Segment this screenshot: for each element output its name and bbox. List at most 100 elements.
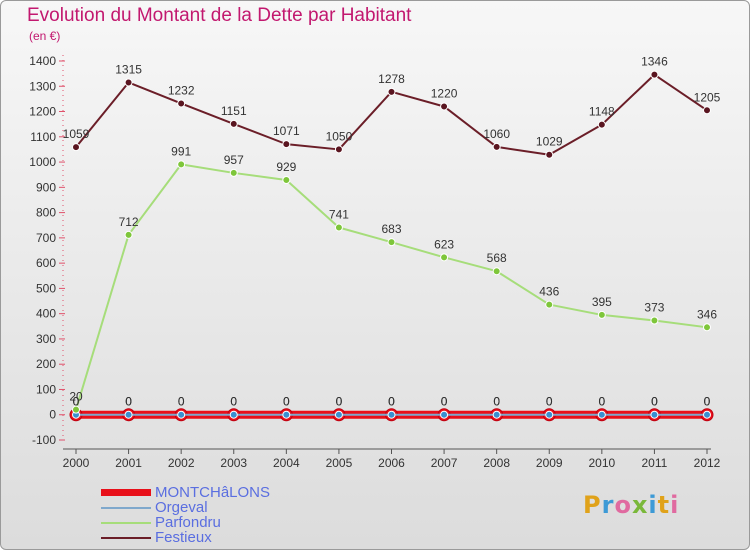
data-point	[545, 410, 554, 419]
legend: MONTCHâLONS Orgeval Parfondru Festieux	[101, 485, 270, 545]
data-point	[650, 410, 659, 419]
data-point	[492, 267, 501, 276]
data-point	[177, 160, 186, 169]
data-label: 929	[276, 160, 296, 174]
legend-item-festieux: Festieux	[101, 530, 270, 545]
data-label: 0	[73, 395, 80, 409]
y-tick-label: 1400	[29, 54, 56, 68]
data-point	[177, 410, 186, 419]
data-point	[440, 102, 449, 111]
legend-swatch-parfondru	[101, 521, 151, 524]
data-label: 0	[336, 395, 343, 409]
data-point	[229, 168, 238, 177]
data-label: 0	[598, 395, 605, 409]
data-point	[229, 119, 238, 128]
data-label: 0	[493, 395, 500, 409]
legend-item-parfondru: Parfondru	[101, 515, 270, 530]
data-label: 1059	[63, 127, 90, 141]
data-label: 1315	[115, 62, 142, 76]
y-tick-label: 300	[36, 332, 56, 346]
data-label: 741	[329, 208, 349, 222]
chart-title: Evolution du Montant de la Dette par Hab…	[27, 5, 412, 26]
line-chart: -100010020030040050060070080090010001100…	[29, 54, 721, 470]
data-point	[440, 253, 449, 262]
data-label: 395	[592, 295, 612, 309]
data-label: 623	[434, 237, 454, 251]
data-label: 0	[283, 395, 290, 409]
y-tick-label: 500	[36, 281, 56, 295]
data-label: 1060	[483, 127, 510, 141]
data-point	[545, 150, 554, 159]
data-label: 0	[704, 395, 711, 409]
data-label: 712	[119, 215, 139, 229]
data-label: 683	[381, 222, 401, 236]
chart-subtitle: (en €)	[29, 29, 61, 43]
legend-swatch-festieux	[101, 536, 151, 539]
data-label: 0	[651, 395, 658, 409]
data-label: 0	[230, 395, 237, 409]
data-label: 0	[441, 395, 448, 409]
data-label: 0	[125, 395, 132, 409]
data-label: 0	[336, 395, 343, 409]
data-label: 1151	[221, 104, 247, 118]
x-tick-label: 2006	[378, 456, 405, 470]
data-point	[124, 230, 133, 239]
x-tick-label: 2002	[168, 456, 195, 470]
data-point	[124, 78, 133, 87]
data-label: 1050	[326, 129, 353, 143]
data-point	[387, 410, 396, 419]
data-point	[650, 70, 659, 79]
data-label: 0	[73, 395, 80, 409]
legend-item-montchalons: MONTCHâLONS	[101, 485, 270, 500]
data-label: 436	[539, 285, 559, 299]
data-point	[387, 87, 396, 96]
data-label: 1232	[168, 83, 195, 97]
data-label: 0	[178, 395, 185, 409]
data-point	[334, 223, 343, 232]
y-tick-label: 1200	[29, 105, 56, 119]
legend-label-festieux: Festieux	[155, 529, 212, 546]
data-label: 1071	[273, 124, 300, 138]
data-point	[650, 316, 659, 325]
data-label: 957	[224, 153, 244, 167]
y-tick-label: 0	[49, 408, 56, 422]
data-point	[545, 300, 554, 309]
legend-item-orgeval: Orgeval	[101, 500, 270, 515]
data-label: 0	[546, 395, 553, 409]
data-point	[282, 140, 291, 149]
y-tick-label: 700	[36, 231, 56, 245]
data-label: 0	[441, 395, 448, 409]
data-point	[72, 143, 80, 152]
data-point	[124, 410, 133, 419]
data-label: 1220	[431, 86, 458, 100]
data-label: 1278	[378, 72, 405, 86]
data-label: 1148	[589, 105, 615, 119]
y-tick-label: 600	[36, 256, 56, 270]
data-point	[177, 99, 186, 108]
data-point	[72, 405, 80, 414]
data-label: 1205	[694, 90, 721, 104]
data-point	[229, 410, 238, 419]
data-label: 1029	[536, 135, 563, 149]
data-label: 0	[125, 395, 132, 409]
data-point	[703, 106, 711, 115]
y-tick-label: -100	[32, 433, 56, 447]
y-tick-label: 900	[36, 180, 56, 194]
y-tick-label: 200	[36, 357, 56, 371]
data-label: 20	[69, 390, 83, 404]
x-tick-label: 2010	[588, 456, 615, 470]
legend-label-orgeval: Orgeval	[155, 499, 208, 516]
data-point	[597, 120, 606, 129]
data-point	[703, 323, 711, 332]
series-line	[75, 163, 708, 410]
legend-swatch-montchalons	[101, 489, 151, 496]
data-point	[597, 310, 606, 319]
legend-label-parfondru: Parfondru	[155, 514, 221, 531]
legend-label-montchalons: MONTCHâLONS	[155, 484, 271, 501]
data-label: 0	[178, 395, 185, 409]
data-point	[440, 410, 449, 419]
data-label: 373	[644, 300, 664, 314]
data-label: 0	[704, 395, 711, 409]
y-tick-label: 800	[36, 206, 56, 220]
